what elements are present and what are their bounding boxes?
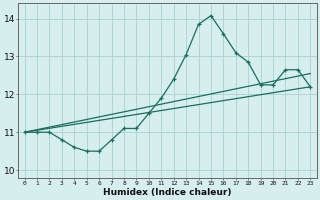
X-axis label: Humidex (Indice chaleur): Humidex (Indice chaleur) (103, 188, 232, 197)
